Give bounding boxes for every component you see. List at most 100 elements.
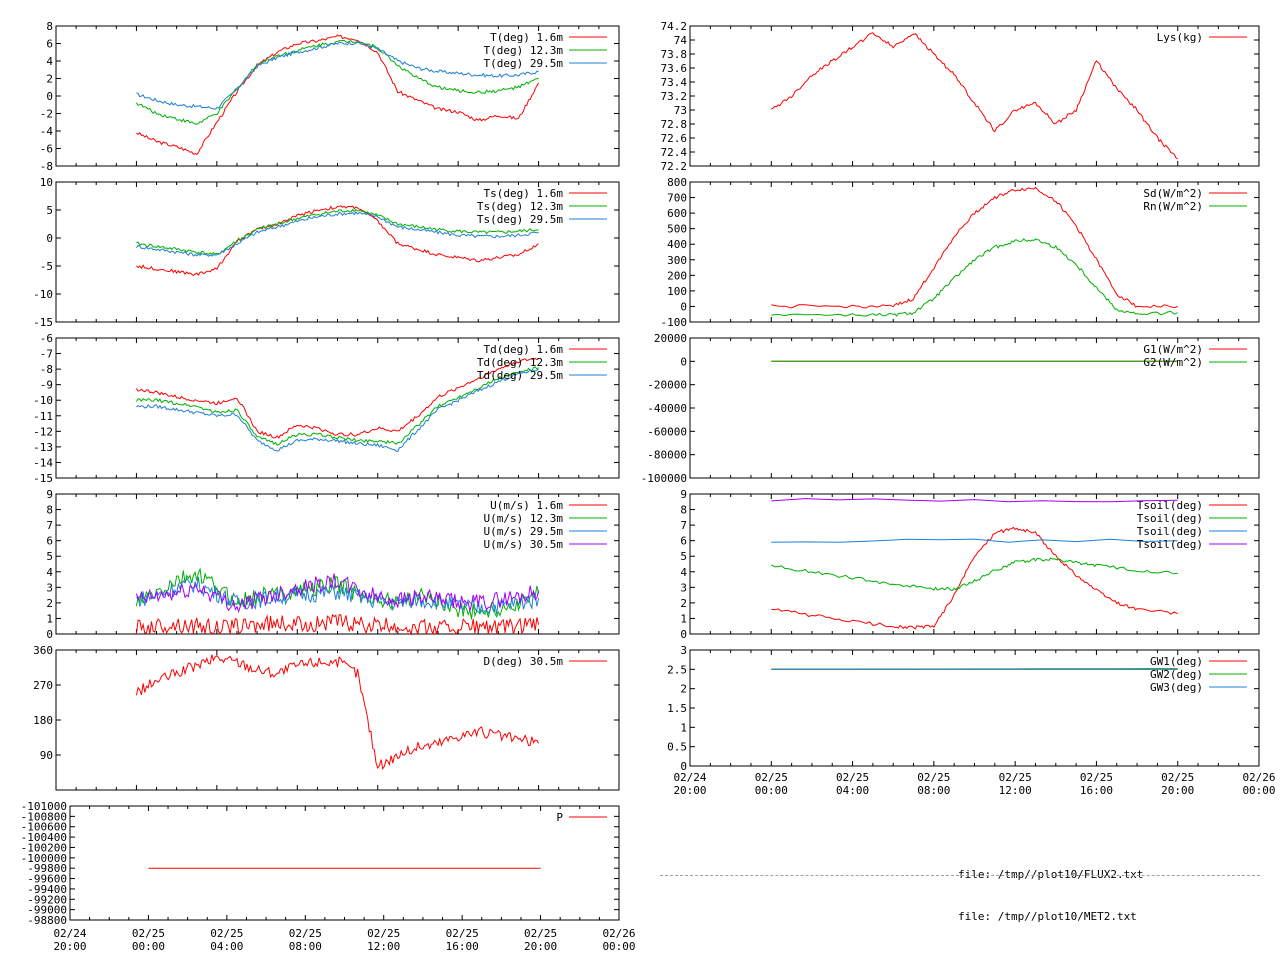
y-tick-label: -8: [40, 160, 53, 173]
y-tick-label: 800: [667, 176, 687, 189]
x-tick-label: 02/25: [999, 771, 1032, 784]
y-tick-label: -100200: [21, 841, 67, 854]
x-tick-label: 00:00: [755, 784, 788, 797]
y-tick-label: -2: [40, 108, 53, 121]
y-tick-label: -10: [33, 288, 53, 301]
file-line-met: file: /tmp//plot10/MET2.txt: [958, 910, 1137, 923]
y-tick-label: -10: [33, 394, 53, 407]
x-tick-label: 02/26: [602, 927, 635, 940]
y-tick-label: -20000: [647, 379, 687, 392]
x-tick-label: 02/25: [836, 771, 869, 784]
legend-label: Ts(deg) 29.5m: [477, 213, 563, 226]
legend-label: GW1(deg): [1150, 655, 1203, 668]
x-tick-label: 02/25: [1080, 771, 1113, 784]
legend-label: Ts(deg) 12.3m: [477, 200, 563, 213]
legend-label: Sd(W/m^2): [1143, 187, 1203, 200]
file-list: file: /tmp//plot10/FLUX2.txt file: /tmp/…: [958, 840, 1143, 938]
y-tick-label: 3: [46, 581, 53, 594]
y-tick-label: 4: [46, 566, 53, 579]
y-tick-label: 5: [46, 204, 53, 217]
y-tick-label: 6: [680, 535, 687, 548]
y-tick-label: -11: [33, 410, 53, 423]
y-tick-label: 2: [46, 597, 53, 610]
y-tick-label: 4: [680, 566, 687, 579]
y-tick-label: 73.4: [661, 76, 688, 89]
x-tick-label: 02/25: [367, 927, 400, 940]
y-tick-label: 2: [46, 73, 53, 86]
legend-label: T(deg) 1.6m: [490, 31, 563, 44]
plot-frame: [55, 649, 620, 791]
series-line: [135, 567, 540, 620]
y-tick-label: 1.5: [667, 702, 687, 715]
y-tick-label: 73.2: [661, 90, 688, 103]
y-tick-label: -99000: [27, 904, 67, 917]
x-tick-label: 12:00: [999, 784, 1032, 797]
plot-frame: [69, 805, 620, 921]
legend-label: Td(deg) 29.5m: [477, 369, 563, 382]
divider-line: [660, 875, 1260, 876]
legend-label: T(deg) 29.5m: [484, 57, 564, 70]
legend-label: U(m/s) 1.6m: [490, 499, 563, 512]
y-tick-label: -99800: [27, 862, 67, 875]
y-tick-label: -99400: [27, 883, 67, 896]
y-tick-label: -14: [33, 456, 53, 469]
y-tick-label: 500: [667, 223, 687, 236]
y-tick-label: 73.8: [661, 48, 688, 61]
y-tick-label: 9: [680, 488, 687, 501]
y-tick-label: 72.6: [661, 132, 688, 145]
series-line: [771, 32, 1178, 160]
y-tick-label: 300: [667, 254, 687, 267]
series-line: [771, 498, 1178, 503]
y-tick-label: 0: [46, 232, 53, 245]
y-tick-label: -12: [33, 425, 53, 438]
y-tick-label: 0: [680, 760, 687, 773]
y-tick-label: -98800: [27, 914, 67, 927]
legend-label: GW3(deg): [1150, 681, 1203, 694]
y-tick-label: 72.8: [661, 118, 688, 131]
legend-label: U(m/s) 29.5m: [484, 525, 564, 538]
x-tick-label: 20:00: [1161, 784, 1194, 797]
y-tick-label: 1: [46, 612, 53, 625]
y-tick-label: 0: [680, 355, 687, 368]
y-tick-label: -100600: [21, 821, 67, 834]
series-line: [136, 40, 539, 110]
x-tick-label: 02/24: [673, 771, 706, 784]
y-tick-label: -8: [40, 363, 53, 376]
legend-label: Td(deg) 1.6m: [484, 343, 564, 356]
y-tick-label: -99600: [27, 873, 67, 886]
y-tick-label: -6: [40, 143, 53, 156]
y-tick-label: -99200: [27, 893, 67, 906]
y-tick-label: 8: [46, 504, 53, 517]
y-tick-label: -7: [40, 348, 53, 361]
series-line: [771, 186, 1178, 309]
legend-label: GW2(deg): [1150, 668, 1203, 681]
x-tick-label: 02/25: [917, 771, 950, 784]
x-tick-label: 02/25: [524, 927, 557, 940]
series-line: [136, 211, 539, 257]
y-tick-label: -100000: [21, 852, 67, 865]
x-tick-label: 02/25: [755, 771, 788, 784]
y-tick-label: 4: [46, 55, 53, 68]
y-tick-label: -5: [40, 260, 53, 273]
y-tick-label: -100000: [641, 472, 687, 485]
legend-label: D(deg) 30.5m: [484, 655, 564, 668]
y-tick-label: 74: [674, 34, 688, 47]
x-tick-label: 02/25: [1161, 771, 1194, 784]
series-line: [135, 573, 540, 614]
x-tick-label: 00:00: [1242, 784, 1275, 797]
x-tick-label: 12:00: [367, 940, 400, 953]
y-tick-label: 5: [680, 550, 687, 563]
y-tick-label: -13: [33, 441, 53, 454]
x-tick-label: 16:00: [1080, 784, 1113, 797]
x-tick-label: 08:00: [917, 784, 950, 797]
legend-label: Tsoil(deg): [1137, 512, 1203, 525]
y-tick-label: 0: [46, 628, 53, 641]
series-line: [136, 34, 540, 156]
legend-label: G2(W/m^2): [1143, 356, 1203, 369]
legend-label: U(m/s) 30.5m: [484, 538, 564, 551]
x-tick-label: 20:00: [524, 940, 557, 953]
legend-label: Ts(deg) 1.6m: [484, 187, 564, 200]
y-tick-label: 90: [40, 749, 53, 762]
x-tick-label: 04:00: [836, 784, 869, 797]
